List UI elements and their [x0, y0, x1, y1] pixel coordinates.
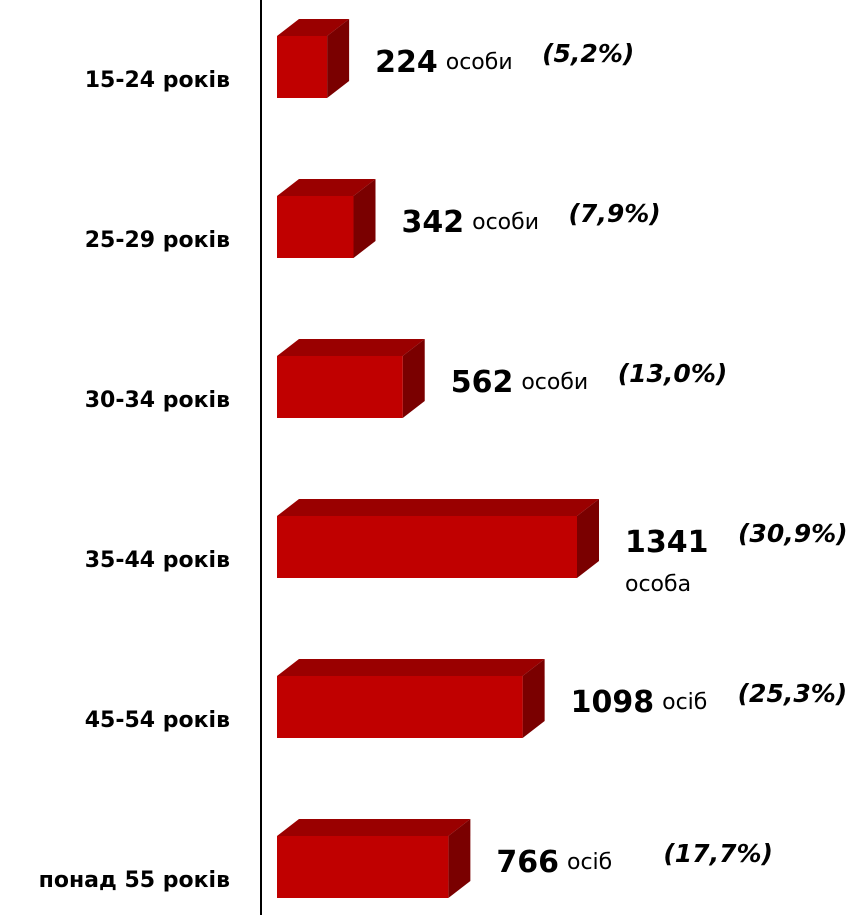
category-label: 35-44 років: [85, 548, 230, 573]
value-label-group: 342 особи: [402, 205, 540, 240]
share-label: (25,3%): [738, 679, 848, 708]
share-label: (7,9%): [569, 199, 661, 228]
bar-top: [277, 659, 545, 676]
bar-top: [277, 499, 599, 516]
share-label: (5,2%): [542, 39, 634, 68]
bar: [277, 819, 471, 898]
bar: [277, 179, 376, 258]
bar-top: [277, 19, 350, 36]
bar-front: [277, 196, 354, 258]
unit-label: осіб: [567, 850, 612, 875]
bar-side: [577, 499, 599, 578]
bar-side: [402, 339, 425, 418]
category-label: понад 55 років: [39, 868, 230, 893]
bar: [277, 339, 425, 418]
value-label: 1341: [625, 525, 709, 560]
category-label: 25-29 років: [85, 228, 230, 253]
bar-front: [277, 836, 449, 898]
unit-label: осіб: [662, 690, 707, 715]
bar-front: [277, 676, 523, 738]
bar-front: [277, 36, 328, 98]
value-label: 224: [375, 45, 438, 80]
value-label-group: 1098 осіб: [571, 685, 708, 720]
bar: [277, 659, 545, 738]
bar-front: [277, 516, 577, 578]
unit-label: особи: [521, 370, 588, 395]
value-label-group: 766 осіб: [496, 845, 612, 880]
bar-side: [353, 179, 376, 258]
bar: [277, 19, 350, 98]
category-label: 30-34 років: [85, 388, 230, 413]
share-label: (13,0%): [618, 359, 728, 388]
value-label-group: 562 особи: [451, 365, 589, 400]
category-label: 15-24 років: [85, 68, 230, 93]
bar-front: [277, 356, 403, 418]
share-label: (17,7%): [663, 839, 773, 868]
share-label: (30,9%): [738, 519, 848, 548]
bar-top: [277, 339, 425, 356]
unit-label: особи: [446, 50, 513, 75]
bar-side: [522, 659, 545, 738]
value-label: 1098: [571, 685, 655, 720]
unit-label: особи: [472, 210, 539, 235]
value-label: 766: [496, 845, 559, 880]
bar-side: [448, 819, 471, 898]
bar-top: [277, 819, 471, 836]
bar: [277, 499, 599, 578]
category-label: 45-54 років: [85, 708, 230, 733]
unit-label: особа: [625, 572, 691, 597]
bar-top: [277, 179, 376, 196]
value-label: 342: [402, 205, 465, 240]
value-label-group: 224 особи: [375, 45, 513, 80]
value-label-group: 1341: [625, 525, 709, 560]
value-label: 562: [451, 365, 514, 400]
bar-side: [327, 19, 350, 98]
